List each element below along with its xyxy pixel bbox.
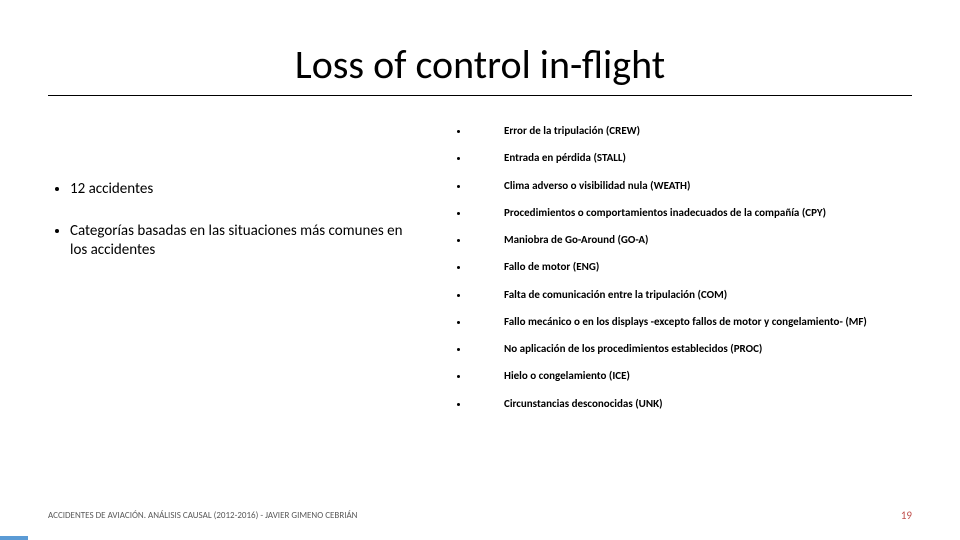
list-item: Falta de comunicación entre la tripulaci… — [470, 288, 900, 302]
list-item: Error de la tripulación (CREW) — [470, 124, 900, 138]
slide-footer: ACCIDENTES DE AVIACIÓN. ANÁLISIS CAUSAL … — [0, 509, 960, 522]
list-item: Entrada en pérdida (STALL) — [470, 151, 900, 165]
slide-title: Loss of control in-flight — [48, 40, 912, 96]
list-item: Fallo mecánico o en los displays -except… — [470, 315, 900, 329]
right-column: Error de la tripulación (CREW) Entrada e… — [418, 124, 912, 424]
list-item: No aplicación de los procedimientos esta… — [470, 342, 900, 356]
content-area: 12 accidentes Categorías basadas en las … — [48, 124, 912, 424]
slide: Loss of control in-flight 12 accidentes … — [0, 0, 960, 540]
accent-bar — [0, 536, 28, 540]
list-item: Maniobra de Go-Around (GO-A) — [470, 233, 900, 247]
list-item: Hielo o congelamiento (ICE) — [470, 369, 900, 383]
list-item: Categorías basadas en las situaciones má… — [70, 222, 408, 261]
list-item: Procedimientos o comportamientos inadecu… — [470, 206, 900, 220]
right-bullet-list: Error de la tripulación (CREW) Entrada e… — [418, 124, 912, 410]
list-item: Fallo de motor (ENG) — [470, 260, 900, 274]
list-item: Clima adverso o visibilidad nula (WEATH) — [470, 179, 900, 193]
footer-text: ACCIDENTES DE AVIACIÓN. ANÁLISIS CAUSAL … — [48, 510, 358, 521]
list-item: 12 accidentes — [70, 180, 408, 200]
left-column: 12 accidentes Categorías basadas en las … — [48, 124, 408, 424]
list-item: Circunstancias desconocidas (UNK) — [470, 397, 900, 411]
page-number: 19 — [901, 509, 912, 522]
left-bullet-list: 12 accidentes Categorías basadas en las … — [48, 180, 408, 261]
